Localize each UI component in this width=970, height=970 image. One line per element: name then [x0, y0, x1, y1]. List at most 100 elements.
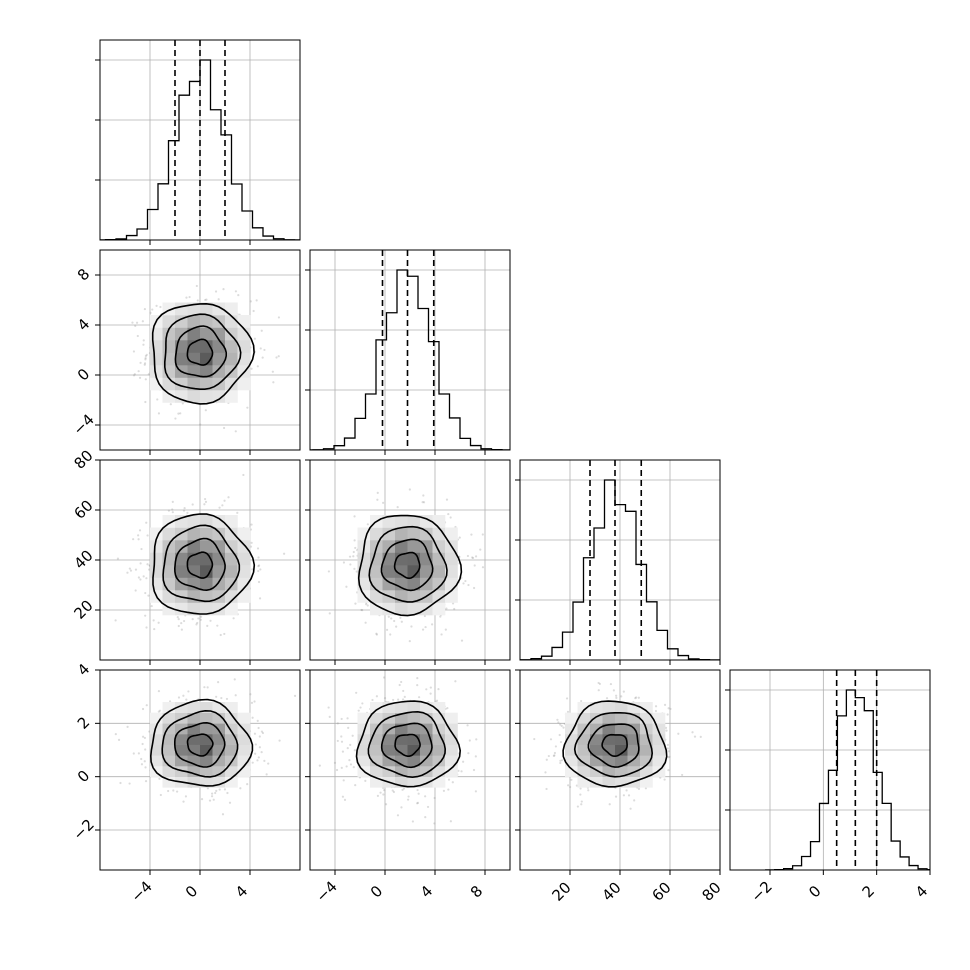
- scatter-point: [349, 763, 353, 766]
- scatter-point: [375, 695, 378, 698]
- x-tick-label: −4: [127, 877, 155, 905]
- density-cell: [445, 527, 458, 541]
- scatter-point: [184, 795, 188, 798]
- density-cell: [225, 352, 238, 366]
- density-cell: [382, 565, 396, 578]
- density-cell: [615, 766, 628, 777]
- density-cell: [577, 766, 591, 777]
- panel-3-3: −2 0 2 4: [725, 669, 931, 906]
- contour-3: [393, 551, 421, 580]
- scatter-point: [197, 617, 200, 620]
- scatter-point: [620, 695, 623, 698]
- y-tick-label: 40: [71, 547, 97, 573]
- scatter-point: [138, 376, 142, 379]
- density-cell: [640, 766, 653, 777]
- scatter-point: [622, 690, 625, 693]
- scatter-point: [222, 426, 226, 430]
- scatter-point: [387, 615, 390, 618]
- scatter-point: [451, 602, 455, 605]
- density-cell: [187, 327, 201, 341]
- scatter-point: [622, 794, 625, 797]
- scatter-point: [544, 771, 547, 774]
- density-cell: [445, 744, 458, 756]
- scatter-point: [251, 716, 254, 719]
- density-cell: [150, 377, 163, 391]
- scatter-point: [471, 556, 475, 560]
- scatter-point: [249, 300, 252, 303]
- scatter-point: [429, 692, 432, 695]
- contour-3: [394, 733, 421, 758]
- scatter-point: [560, 759, 564, 762]
- scatter-point: [364, 779, 367, 782]
- scatter-point: [220, 696, 223, 700]
- density-cell: [237, 527, 251, 541]
- density-cell: [445, 565, 458, 578]
- density-cell: [370, 734, 383, 745]
- scatter-point: [246, 406, 249, 409]
- density-cell: [187, 577, 201, 591]
- scatter-point: [182, 619, 186, 623]
- scatter-point: [142, 575, 145, 578]
- scatter-point: [449, 516, 452, 519]
- density-cell: [432, 734, 446, 745]
- scatter-point: [133, 373, 136, 376]
- density-cell: [357, 712, 371, 724]
- contour-0: [357, 514, 463, 617]
- scatter-point: [545, 787, 548, 791]
- density-cell: [407, 527, 421, 541]
- scatter-point: [407, 795, 410, 798]
- density-cell: [175, 744, 188, 756]
- scatter-point: [691, 731, 694, 734]
- scatter-point: [171, 508, 174, 511]
- scatter-point: [416, 677, 419, 680]
- density-cell: [565, 712, 578, 724]
- y-tick-label: 80: [71, 447, 97, 473]
- scatter-point: [205, 298, 208, 301]
- density-cell: [200, 302, 213, 316]
- scatter-point: [580, 803, 583, 806]
- scatter-point: [569, 785, 572, 789]
- scatter-point: [177, 412, 180, 415]
- scatter-point: [172, 789, 175, 792]
- scatter-point: [360, 608, 363, 612]
- scatter-point: [260, 730, 264, 733]
- scatter-point: [195, 284, 198, 288]
- panel-frame: [309, 669, 511, 871]
- scatter-point: [615, 696, 618, 699]
- density-cell: [175, 540, 188, 553]
- scatter-point: [376, 794, 380, 797]
- density-cell: [187, 702, 201, 713]
- density-cell: [577, 755, 591, 767]
- scatter-point: [371, 698, 374, 702]
- density-cell: [407, 712, 421, 724]
- scatter-point: [654, 705, 658, 708]
- density-cell: [627, 712, 641, 724]
- scatter-point: [254, 752, 257, 755]
- scatter-point: [171, 511, 174, 514]
- scatter-point: [180, 628, 183, 631]
- contour-1: [162, 524, 241, 603]
- density-cell: [150, 552, 163, 566]
- density-cell: [432, 776, 446, 788]
- scatter-point: [223, 499, 226, 502]
- x-tick-label: 8: [467, 882, 486, 901]
- scatter-point: [375, 633, 378, 636]
- density-cell: [150, 340, 163, 353]
- scatter-point: [199, 423, 202, 426]
- scatter-point: [352, 555, 355, 558]
- density-cell: [212, 776, 226, 788]
- density-cell: [432, 602, 446, 616]
- density-cell: [162, 766, 176, 777]
- density-cell: [200, 515, 213, 528]
- y-tick-label: 0: [74, 365, 93, 384]
- scatter-point: [340, 717, 343, 721]
- density-cell: [407, 755, 421, 767]
- density-cell: [577, 712, 591, 724]
- density-cell: [382, 744, 396, 756]
- density-cell: [187, 565, 201, 578]
- scatter-point: [454, 680, 457, 683]
- contour-3: [186, 733, 214, 757]
- scatter-point: [141, 320, 144, 323]
- scatter-point: [185, 698, 188, 701]
